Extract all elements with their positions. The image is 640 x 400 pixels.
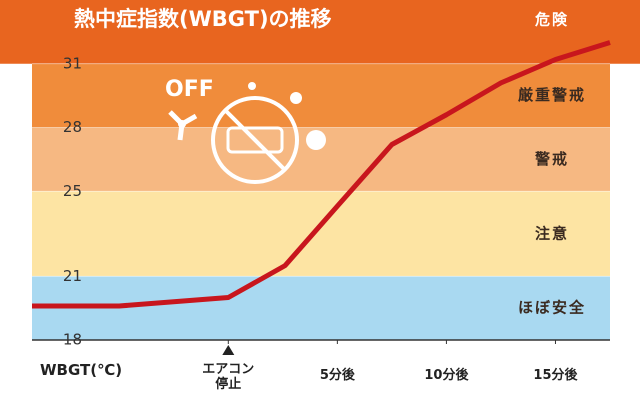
band bbox=[32, 63, 610, 128]
y-tick-label: 21 bbox=[63, 267, 82, 285]
icon-slash bbox=[224, 109, 286, 171]
icon-text: OFF bbox=[165, 77, 214, 102]
x-tick-label: 10分後 bbox=[424, 368, 469, 383]
icon-ac bbox=[226, 126, 284, 154]
x-tick-marker bbox=[222, 345, 235, 355]
band bbox=[32, 276, 610, 340]
icon-dot bbox=[290, 92, 302, 104]
band bbox=[32, 0, 610, 64]
band-label: ほぼ安全 bbox=[518, 299, 586, 317]
band bbox=[32, 191, 610, 277]
icon-dot bbox=[306, 130, 326, 150]
y-tick-label: 25 bbox=[63, 182, 82, 200]
band-label: 厳重警戒 bbox=[518, 86, 586, 104]
y-tick-label: 31 bbox=[63, 54, 82, 72]
icon-circle bbox=[211, 96, 299, 184]
ac-off-icon bbox=[168, 82, 326, 184]
band-label: 危険 bbox=[535, 11, 569, 29]
top-strip bbox=[0, 0, 32, 64]
x-tick-label: 15分後 bbox=[533, 368, 578, 383]
band-label: 注意 bbox=[535, 224, 569, 242]
y-axis-label: WBGT(℃) bbox=[40, 361, 123, 379]
top-strip bbox=[610, 0, 640, 64]
line bbox=[32, 40, 611, 309]
icon-fan bbox=[168, 110, 198, 141]
y-tick-label: 28 bbox=[63, 118, 82, 136]
x-tick-label: エアコン停止 bbox=[202, 362, 255, 392]
x-tick-label: 5分後 bbox=[319, 368, 355, 383]
band-label: 警戒 bbox=[534, 150, 569, 168]
chart-title: 熱中症指数(WBGT)の推移 bbox=[74, 7, 332, 31]
icon-dot bbox=[248, 82, 256, 90]
